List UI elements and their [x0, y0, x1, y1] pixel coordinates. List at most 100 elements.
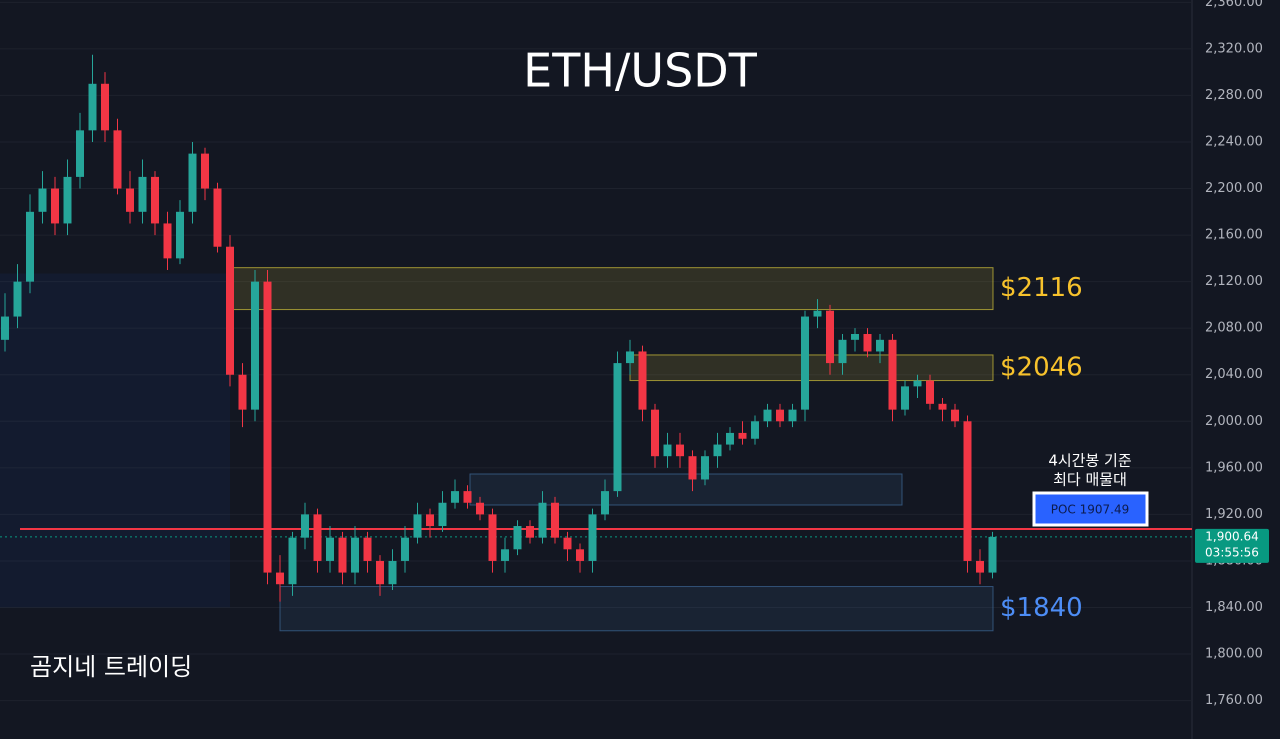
- candle-body: [126, 188, 134, 212]
- candle-body: [151, 176, 159, 224]
- candle-body: [601, 491, 609, 515]
- candle-body: [388, 560, 397, 585]
- zone: [279, 586, 994, 632]
- candle-body: [663, 444, 672, 457]
- candle-body: [676, 444, 684, 457]
- candle-body: [163, 223, 172, 259]
- candle-body: [263, 281, 272, 573]
- candle-body: [851, 334, 859, 340]
- candle-body: [413, 514, 422, 538]
- zone-label: $2046: [1000, 352, 1083, 382]
- y-tick-label: 2,120.00: [1205, 274, 1263, 289]
- candle-body: [651, 409, 659, 457]
- candle-body: [213, 188, 222, 247]
- poc-box: [1032, 491, 1149, 527]
- zone-box: [469, 473, 903, 506]
- candle-body: [638, 351, 647, 410]
- last-price-tag: [1195, 528, 1269, 563]
- candle-body: [938, 403, 947, 410]
- candle-body: [476, 502, 484, 515]
- candle-body: [901, 386, 909, 410]
- candle-body: [113, 130, 122, 189]
- candle-body: [963, 421, 972, 561]
- poc-label: POC 1907.49: [1051, 503, 1130, 517]
- candle-body: [513, 526, 522, 550]
- candle-body: [538, 502, 547, 538]
- candle-body: [326, 537, 334, 561]
- y-tick-label: 2,320.00: [1205, 41, 1263, 56]
- candle-body: [401, 537, 409, 561]
- candle-body: [138, 176, 147, 212]
- candle-body: [176, 211, 184, 259]
- candle-body: [688, 456, 697, 480]
- candle-body: [438, 502, 447, 527]
- candle-body: [338, 537, 347, 573]
- candle-body: [863, 334, 872, 352]
- candle-body: [876, 339, 884, 352]
- y-tick-label: 2,280.00: [1205, 88, 1263, 103]
- countdown: 03:55:56: [1205, 545, 1259, 559]
- y-tick-label: 2,080.00: [1205, 321, 1263, 336]
- value-area: [0, 273, 230, 608]
- y-tick-label: 1,800.00: [1205, 647, 1263, 662]
- candle-body: [613, 363, 622, 492]
- candle-body: [788, 409, 797, 422]
- candle-body: [563, 537, 572, 550]
- zone-label: $2116: [1000, 273, 1083, 303]
- candle-body: [51, 188, 59, 224]
- candle-body: [226, 246, 234, 375]
- candle-body: [26, 211, 34, 282]
- candle-body: [201, 153, 209, 189]
- candle-body: [376, 560, 384, 585]
- candle-body: [976, 560, 984, 573]
- candle-body: [576, 549, 584, 561]
- poc-note: 4시간봉 기준: [1048, 452, 1132, 470]
- candle-body: [276, 572, 284, 585]
- y-tick-label: 2,000.00: [1205, 414, 1263, 429]
- y-tick-label: 1,840.00: [1205, 600, 1263, 615]
- candle-body: [838, 339, 847, 364]
- zone-label: $1840: [1000, 593, 1083, 623]
- candle-body: [813, 310, 822, 317]
- candle-body: [988, 536, 997, 573]
- candle-body: [951, 409, 959, 422]
- candle-body: [251, 281, 259, 410]
- candle-body: [451, 491, 459, 503]
- candle-body: [188, 153, 197, 212]
- candle-body: [726, 432, 734, 445]
- candle-body: [76, 130, 84, 177]
- candle-body: [38, 188, 47, 212]
- candle-body: [463, 491, 472, 503]
- candle-body: [363, 537, 372, 561]
- candle-body: [763, 409, 772, 422]
- y-tick-label: 2,040.00: [1205, 367, 1263, 382]
- candle-body: [701, 456, 709, 480]
- candle-body: [238, 374, 247, 410]
- y-tick-label: 1,960.00: [1205, 460, 1263, 475]
- y-tick-label: 2,160.00: [1205, 228, 1263, 243]
- y-tick-label: 2,240.00: [1205, 134, 1263, 149]
- y-tick-label: 1,760.00: [1205, 693, 1263, 708]
- candle-body: [13, 281, 22, 317]
- candle-body: [88, 83, 97, 131]
- candle-body: [626, 351, 634, 364]
- y-tick-label: 2,200.00: [1205, 181, 1263, 196]
- candle-body: [1, 316, 9, 340]
- candle-body: [801, 316, 809, 410]
- candle-body: [101, 83, 109, 131]
- candle-body: [713, 444, 722, 457]
- zone: [229, 267, 994, 311]
- zone: [629, 354, 994, 382]
- candle-body: [738, 432, 747, 439]
- y-tick-label: 1,920.00: [1205, 507, 1263, 522]
- candle-body: [588, 514, 597, 561]
- last-price-label: 1,900.64: [1205, 529, 1258, 543]
- candle-body: [551, 502, 559, 538]
- candle-body: [776, 409, 784, 422]
- candle-body: [63, 176, 72, 224]
- candle-body: [526, 526, 534, 538]
- candle-body: [351, 537, 359, 573]
- candle-body: [488, 514, 497, 561]
- candle-body: [501, 549, 509, 561]
